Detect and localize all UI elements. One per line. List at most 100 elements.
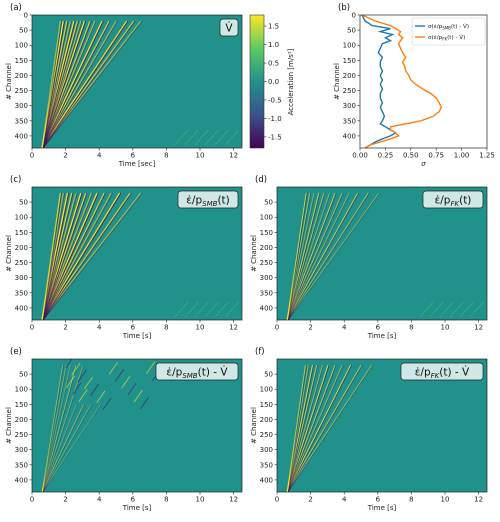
wave-trough (287, 364, 319, 492)
colorbar-tick-label: 1.5 (268, 23, 279, 31)
wave-trough (287, 192, 337, 320)
legend (411, 17, 486, 46)
x-tick-label: 4 (342, 324, 347, 332)
x-tick-label: 2 (308, 496, 312, 504)
wave-crest (41, 20, 62, 148)
coda-segment (127, 382, 137, 396)
wave-trough (43, 404, 93, 492)
wave-crest (286, 364, 318, 492)
x-tick-label: 10 (441, 496, 450, 504)
wave-crest (286, 192, 307, 320)
y-tick-label: 400 (15, 304, 28, 312)
wave-trough (42, 20, 118, 148)
x-tick-label: 10 (196, 152, 205, 160)
late-arrival (174, 129, 189, 146)
y-tick-label: 0 (352, 12, 356, 20)
y-tick-label: 250 (15, 259, 28, 267)
y-tick-label: 150 (260, 401, 273, 409)
wave-trough (42, 20, 104, 148)
heatmap-background (32, 359, 242, 492)
x-tick-label: 1.00 (454, 152, 470, 160)
y-tick-label: 200 (15, 72, 28, 80)
wave-crest (41, 192, 62, 320)
wave-trough (287, 192, 308, 320)
panel-badge (177, 190, 239, 209)
wave-trough (287, 364, 330, 492)
late-arrival (174, 301, 189, 318)
y-tick-label: 400 (343, 132, 356, 140)
wave-trough (42, 192, 74, 320)
wave-trough (287, 192, 344, 320)
wave-trough (42, 20, 92, 148)
panel-b: 0.00 0.25 0.50 0.75 1.00 1.25 0 50 100 150 200 250 3… (333, 3, 495, 168)
wave-trough (287, 364, 307, 492)
x-tick-label: 0.00 (352, 152, 368, 160)
wave-trough (287, 192, 370, 320)
x-tick-label: 6 (131, 496, 136, 504)
y-axis-label: # Channel (250, 235, 258, 272)
y-tick-label: 50 (347, 27, 356, 35)
wavefield (41, 192, 239, 320)
y-tick-label: 100 (15, 42, 28, 50)
wave-crest (286, 364, 306, 492)
panel-a: 0 2 4 6 8 10 12 0 50 100 150 200 250 300 350 400 Time [s… (5, 3, 243, 168)
y-tick-label: 200 (343, 72, 356, 80)
x-tick-label: 2 (308, 324, 312, 332)
panel-badge-text: ε̇/pSMB(t) (186, 194, 230, 208)
y-tick-label: 250 (260, 259, 273, 267)
colorbar-tick-label: 1.0 (268, 41, 279, 49)
wave-crest (41, 364, 71, 492)
wave-crest (41, 364, 67, 492)
wave-crest (41, 192, 121, 320)
y-tick-label: 300 (260, 274, 273, 282)
x-tick-label: 0.25 (378, 152, 394, 160)
y-tick-label: 50 (264, 371, 273, 379)
panel-badge (155, 362, 239, 381)
y-tick-label: 300 (343, 102, 356, 110)
wave-trough (42, 20, 97, 148)
x-tick-label: 8 (164, 496, 168, 504)
x-tick-label: 12 (229, 324, 238, 332)
series-line-fk (361, 14, 443, 149)
coda-segment (78, 389, 88, 402)
wave-trough (287, 192, 360, 320)
wave-trough (43, 404, 102, 492)
y-tick-label: 50 (19, 27, 28, 35)
panel-c: 0 2 4 6 8 10 12 50 100 150 200 250 300 350 400 Time [s]… (5, 175, 243, 340)
wave-trough (42, 20, 69, 148)
late-arrival (184, 301, 199, 318)
wave-trough (43, 364, 78, 492)
wave-crest (41, 404, 101, 492)
colorbar-label: Acceleration [m/s²] (287, 48, 295, 115)
coda-segment (121, 376, 131, 389)
y-tick-label: 0 (24, 12, 28, 20)
wave-trough (42, 192, 106, 320)
panel-label: (d) (255, 175, 267, 185)
panel-f: 0 2 4 6 8 10 12 50 100 150 200 250 300 350 400 Time [s]… (250, 347, 488, 512)
y-tick-label: 350 (15, 289, 28, 297)
wave-crest (286, 364, 329, 492)
wave-trough (42, 192, 70, 320)
late-arrival (449, 301, 464, 318)
coda-segment (146, 361, 156, 375)
wave-crest (286, 192, 325, 320)
late-arrival (184, 129, 199, 146)
x-tick-label: 10 (196, 496, 205, 504)
panel-label: (c) (10, 175, 21, 185)
wave-trough (42, 20, 80, 148)
wave-trough (42, 192, 94, 320)
coda-segment (114, 369, 125, 382)
late-arrival (459, 301, 474, 318)
y-axis-label: # Channel (250, 407, 258, 444)
colorbar-tick-label: 0.5 (268, 60, 279, 68)
x-tick-label: 4 (97, 324, 102, 332)
y-tick-label: 350 (260, 461, 273, 469)
x-tick-label: 4 (97, 152, 102, 160)
y-tick-label: 400 (15, 476, 28, 484)
y-tick-label: 250 (343, 87, 356, 95)
coda-segment (102, 397, 112, 411)
y-tick-label: 300 (15, 274, 28, 282)
wave-crest (41, 20, 128, 148)
y-tick-label: 200 (15, 416, 28, 424)
x-tick-label: 2 (63, 324, 67, 332)
